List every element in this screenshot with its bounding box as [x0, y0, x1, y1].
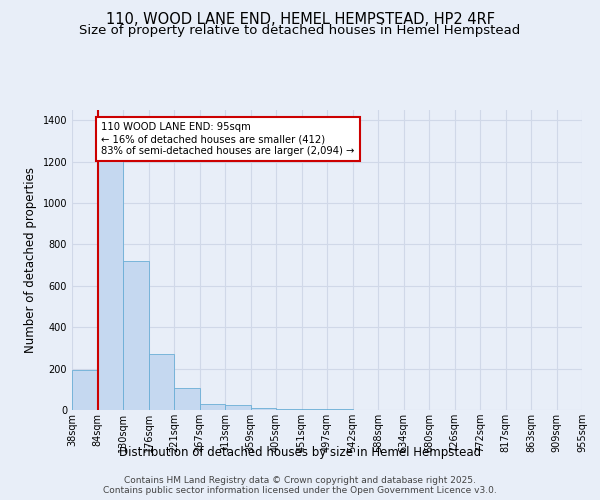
Text: Distribution of detached houses by size in Hemel Hempstead: Distribution of detached houses by size … — [119, 446, 481, 459]
Bar — [174, 388, 199, 410]
Bar — [225, 405, 251, 410]
Bar — [276, 409, 302, 410]
Bar — [199, 404, 225, 410]
Bar — [251, 408, 276, 410]
Text: Contains HM Land Registry data © Crown copyright and database right 2025.
Contai: Contains HM Land Registry data © Crown c… — [103, 476, 497, 495]
Text: Size of property relative to detached houses in Hemel Hempstead: Size of property relative to detached ho… — [79, 24, 521, 37]
Bar — [97, 147, 123, 410]
Y-axis label: Number of detached properties: Number of detached properties — [24, 167, 37, 353]
Text: 110 WOOD LANE END: 95sqm
← 16% of detached houses are smaller (412)
83% of semi-: 110 WOOD LANE END: 95sqm ← 16% of detach… — [101, 122, 355, 156]
Bar — [123, 261, 149, 410]
Bar — [149, 354, 174, 410]
Bar — [72, 370, 97, 410]
Text: 110, WOOD LANE END, HEMEL HEMPSTEAD, HP2 4RF: 110, WOOD LANE END, HEMEL HEMPSTEAD, HP2… — [106, 12, 494, 28]
